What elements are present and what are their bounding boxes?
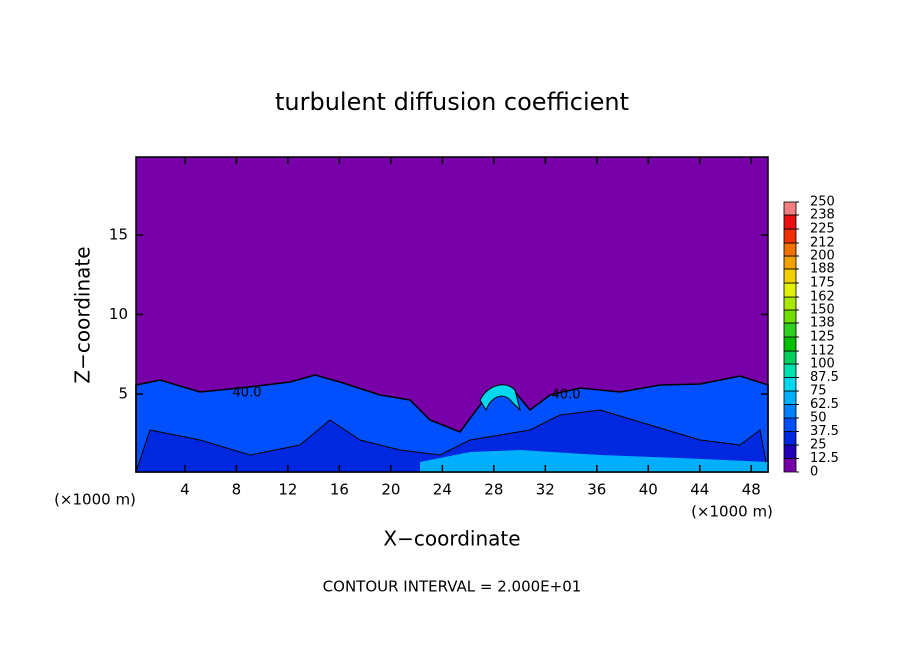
x-tick-label: 32 xyxy=(536,481,555,499)
colorbar-bin xyxy=(783,363,797,378)
colorbar-bin xyxy=(783,458,797,473)
colorbar-bin xyxy=(783,377,797,392)
colorbar-bin xyxy=(783,242,797,257)
colorbar-label: 12.5 xyxy=(810,451,839,466)
footer: CONTOUR INTERVAL = 2.000E+01 xyxy=(323,578,582,596)
colorbar-label: 75 xyxy=(810,384,827,399)
colorbar-label: 62.5 xyxy=(810,397,839,412)
colorbar-label: 150 xyxy=(810,303,835,318)
colorbar-bin xyxy=(783,268,797,284)
x-tick-label: 40 xyxy=(639,481,658,499)
x-tick-label: 24 xyxy=(433,481,452,499)
colorbar-label: 175 xyxy=(810,276,835,291)
contour-label: 40.0 xyxy=(552,388,581,403)
field xyxy=(135,157,769,473)
colorbar-bin xyxy=(783,214,797,230)
colorbar-label: 200 xyxy=(810,249,835,264)
x-tick-label: 20 xyxy=(381,481,400,499)
colorbar-label: 25 xyxy=(810,438,827,453)
colorbar-bin xyxy=(783,444,797,459)
colorbar-label: 162 xyxy=(810,290,835,305)
y-tick-label: 5 xyxy=(118,385,128,403)
y-tick-label: 10 xyxy=(109,305,128,323)
colorbar-label: 250 xyxy=(810,195,835,210)
colorbar-label: 0 xyxy=(810,465,818,480)
x-tick-label: 28 xyxy=(484,481,503,499)
colorbar-bin xyxy=(783,296,797,311)
field-layer xyxy=(420,450,768,472)
colorbar-label: 125 xyxy=(810,330,835,345)
colorbar-label: 188 xyxy=(810,261,835,276)
colorbar-bin xyxy=(783,282,797,298)
x-tick-label: 48 xyxy=(742,481,761,499)
x-unit: (×1000 m) xyxy=(54,491,136,509)
x-tick-label: 4 xyxy=(180,481,190,499)
x-tick-label: 16 xyxy=(330,481,349,499)
colorbar-bin xyxy=(783,322,797,338)
colorbar-bin xyxy=(783,228,797,244)
colorbar-label: 100 xyxy=(810,357,835,372)
colorbar-bin xyxy=(783,255,797,270)
x-tick-label: 44 xyxy=(690,481,709,499)
colorbar-label: 212 xyxy=(810,236,835,251)
x-tick-label: 12 xyxy=(278,481,297,499)
colorbar-label: 87.5 xyxy=(810,370,839,385)
colorbar-bin xyxy=(783,350,797,365)
colorbar-label: 138 xyxy=(810,315,835,330)
field-layer xyxy=(479,384,521,412)
x-unit: (×1000 m) xyxy=(691,503,773,521)
y-tick-label: 15 xyxy=(109,225,128,243)
colorbar-bin xyxy=(783,309,797,324)
chart-title: turbulent diffusion coefficient xyxy=(275,88,629,116)
colorbar-bin xyxy=(783,336,797,352)
y-axis-title: Z−coordinate xyxy=(71,246,95,383)
colorbar-bin xyxy=(783,201,797,216)
colorbar-label: 225 xyxy=(810,222,835,237)
colorbar-bin xyxy=(783,390,797,405)
x-tick-label: 36 xyxy=(587,481,606,499)
colorbar-label: 50 xyxy=(810,411,827,426)
x-tick-label: 8 xyxy=(232,481,242,499)
colorbar-bin xyxy=(783,404,797,419)
colorbar-bin xyxy=(783,431,797,446)
colorbar-label: 112 xyxy=(810,344,835,359)
contour-label: 40.0 xyxy=(233,386,262,401)
colorbar-label: 238 xyxy=(810,207,835,222)
colorbar-bin xyxy=(783,417,797,432)
colorbar-label: 37.5 xyxy=(810,424,839,439)
x-axis-title: X−coordinate xyxy=(383,527,520,551)
